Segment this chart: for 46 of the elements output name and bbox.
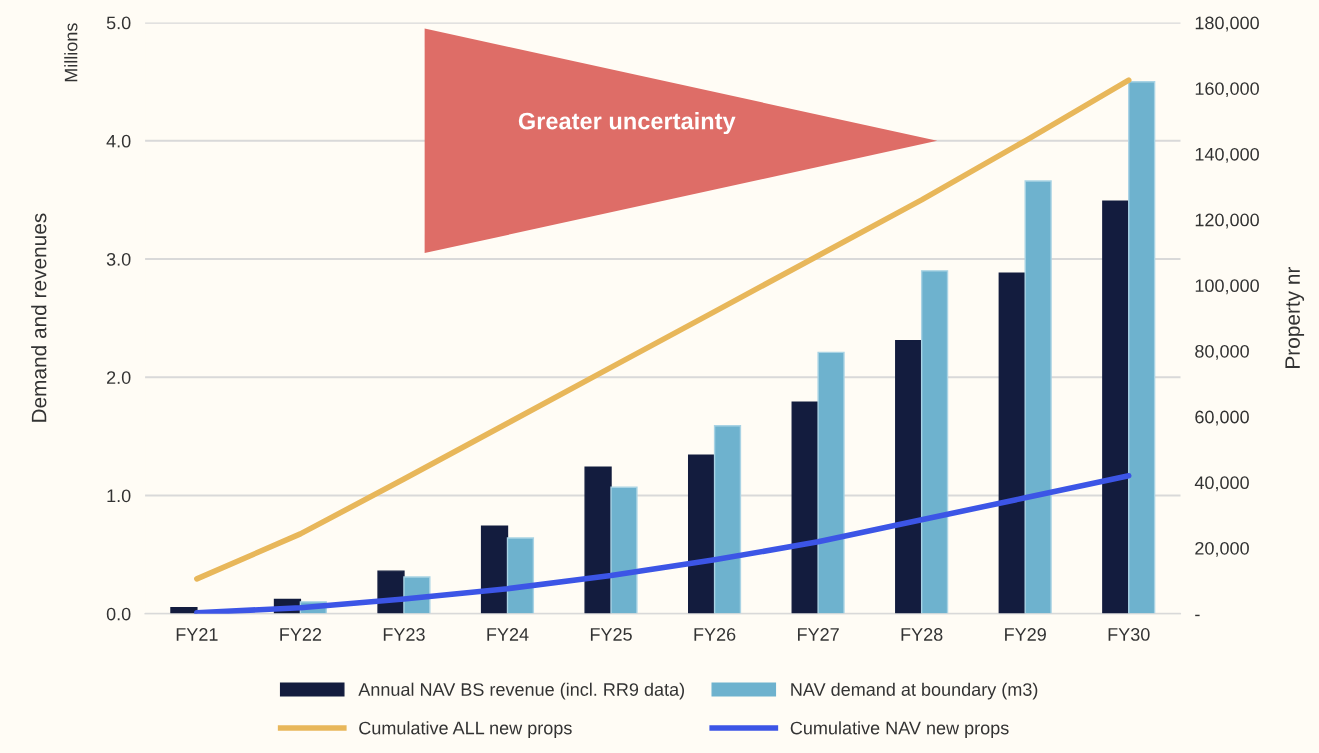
y2-tick-label: 20,000 (1195, 541, 1249, 557)
x-tick-label: FY28 (901, 628, 943, 641)
x-tick-label: FY22 (280, 628, 322, 641)
y-tick-label: 1.0 (107, 489, 131, 503)
legend-label: Annual NAV BS revenue (incl. RR9 data) (358, 682, 684, 700)
bar (817, 351, 845, 614)
x-tick-label: FY26 (694, 628, 736, 641)
y2-tick-label: 60,000 (1195, 410, 1249, 426)
y2-tick-label: 140,000 (1195, 147, 1259, 163)
bar (1128, 81, 1156, 614)
bar (1102, 200, 1130, 614)
y2-tick-label: 120,000 (1195, 213, 1259, 229)
bar (506, 537, 535, 614)
y2-tick-label: 160,000 (1195, 82, 1259, 98)
annotation: Greater uncertainty (518, 112, 736, 135)
y-tick-label: 5.0 (106, 16, 131, 30)
y-axis-title: Demand and revenues (31, 213, 47, 422)
legend-label: NAV demand at boundary (m3) (791, 682, 1038, 700)
bar (610, 486, 638, 614)
x-tick-label: FY21 (176, 628, 218, 641)
x-tick-label: FY30 (1108, 628, 1150, 641)
y-tick-label: 2.0 (107, 371, 131, 384)
bar (687, 454, 716, 614)
bar (584, 466, 612, 614)
bar (998, 272, 1026, 614)
y-tick-label: 3.0 (106, 252, 131, 266)
bar (920, 270, 949, 614)
y2-tick-label: 100,000 (1195, 279, 1259, 295)
x-tick-label: FY27 (798, 628, 839, 641)
y2-tick-label: 40,000 (1194, 476, 1249, 492)
x-tick-label: FY24 (487, 628, 529, 641)
y2-tick-label: - (1195, 614, 1200, 617)
y2-tick-label: 180,000 (1195, 16, 1259, 32)
x-tick-label: FY23 (383, 628, 425, 641)
y-tick-label: 0.0 (106, 607, 131, 621)
bar (713, 425, 742, 614)
bar (1024, 180, 1052, 614)
text: Millions (64, 23, 78, 82)
legend-label: Cumulative ALL new props (359, 721, 572, 738)
y2-tick-label: 80,000 (1195, 344, 1249, 360)
legend-label: Cumulative NAV new props (790, 721, 1009, 738)
y2-axis-title: Property nr (1285, 266, 1305, 368)
y-tick-label: 4.0 (106, 134, 131, 148)
bar (895, 339, 923, 614)
x-tick-label: FY25 (590, 628, 632, 641)
x-tick-label: FY29 (1005, 628, 1046, 641)
